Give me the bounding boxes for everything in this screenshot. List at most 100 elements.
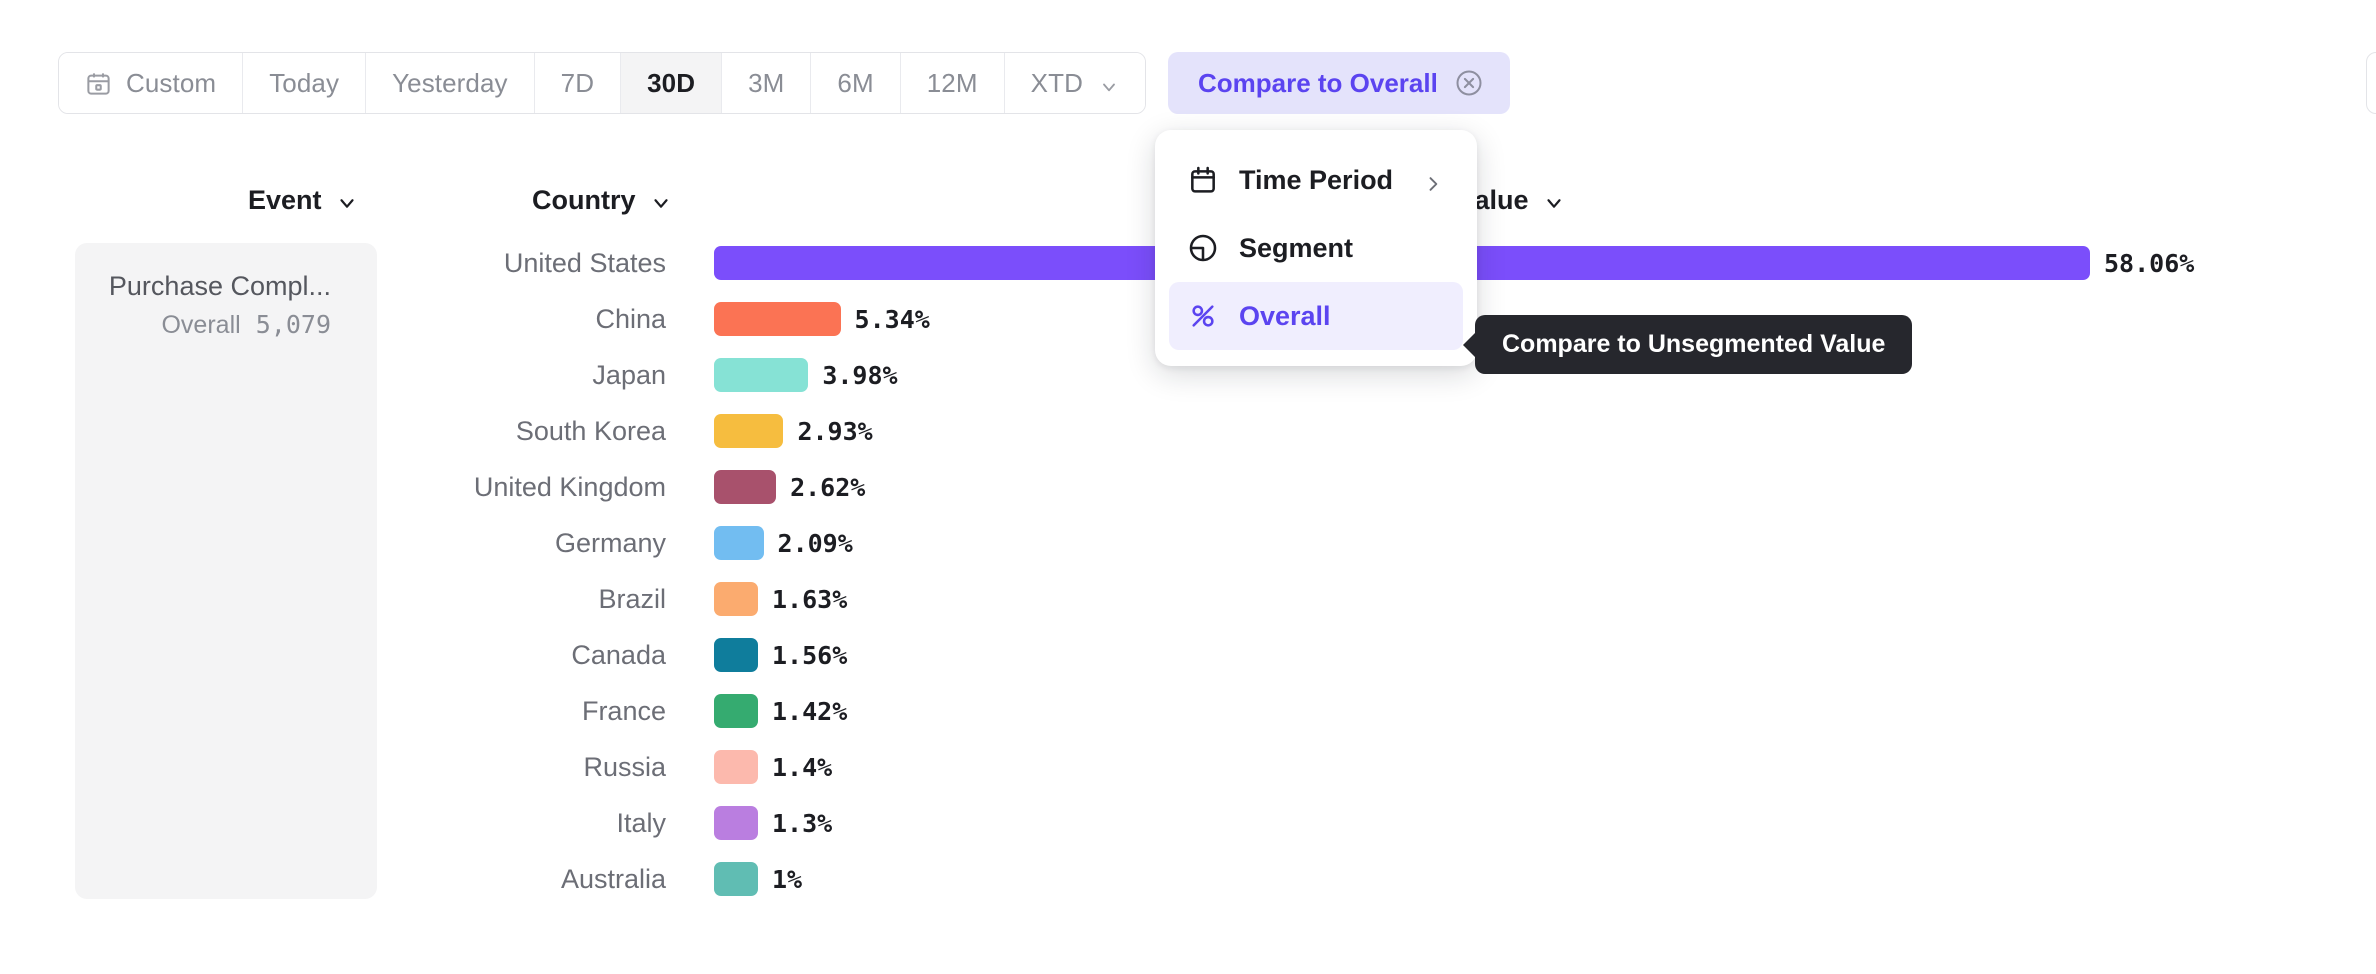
range-button-label: 6M [837,67,874,98]
column-header-label: Event [248,185,322,215]
range-button-6m[interactable]: 6M [811,53,901,113]
bar-value-label: 5.34% [854,304,930,334]
bar-value-label: 58.06% [2104,248,2195,278]
bar-value-label: 2.62% [790,472,866,502]
chevron-down-icon [1099,73,1119,93]
bar[interactable] [714,302,841,336]
event-card-overall-value: 5,079 [255,310,331,340]
menu-item-label: Segment [1239,232,1354,263]
bar-row-label: Australia [560,863,666,894]
bar-value-label: 2.93% [797,416,873,446]
range-button-xtd[interactable]: XTD [1004,53,1145,113]
bar[interactable] [714,862,758,896]
calendar-icon [1187,164,1219,196]
bar-row-label: Brazil [598,583,666,614]
event-card[interactable]: Purchase Compl... Overall 5,079 [75,243,377,899]
bar-wrapper: 2.93% [714,414,873,448]
event-card-overall-label: Overall [161,311,241,340]
range-button-yesterday[interactable]: Yesterday [366,53,535,113]
date-range-toolbar: Custom Today Yesterday 7D 30D 3M 6M 12M [58,52,1510,114]
tooltip-compare-unsegmented: Compare to Unsegmented Value [1475,315,1913,374]
chevron-right-icon [1423,170,1443,191]
bar-wrapper: 1.3% [714,806,832,840]
bar-row[interactable]: China 5.34% [0,291,2376,347]
bar[interactable] [714,750,758,784]
bar-row[interactable]: Italy 1.3% [0,795,2376,851]
bar-wrapper: 2.62% [714,470,865,504]
range-button-label: XTD [1030,67,1083,98]
bar[interactable] [714,358,809,392]
bar-value-label: 3.98% [822,360,898,390]
bar[interactable] [714,526,764,560]
range-button-label: Today [269,67,340,98]
bar-value-label: 1.4% [772,752,833,782]
event-card-title: Purchase Compl... [108,271,331,301]
bar-wrapper: 1% [714,862,802,896]
bar-row[interactable]: South Korea 2.93% [0,403,2376,459]
column-header-event[interactable]: Event [248,185,358,216]
column-header-country[interactable]: Country [532,185,672,216]
chevron-down-icon [336,190,358,212]
tooltip-text: Compare to Unsegmented Value [1502,330,1886,358]
bar-wrapper: 1.56% [714,638,847,672]
bar-value-label: 1.56% [772,640,848,670]
range-button-custom[interactable]: Custom [59,53,244,113]
bar-row-label: Italy [616,807,666,838]
column-header-label: Country [532,185,636,215]
bar-value-label: 2.09% [777,528,853,558]
bar-wrapper: 3.98% [714,358,898,392]
x-circle-icon[interactable] [1454,68,1484,98]
range-button-label: Custom [126,67,217,98]
compare-pill-label: Compare to Overall [1197,67,1438,98]
bar[interactable] [714,806,758,840]
range-button-today[interactable]: Today [243,53,367,113]
bar[interactable] [714,582,758,616]
menu-item-overall[interactable]: Overall [1169,282,1463,350]
range-button-30d[interactable]: 30D [621,53,723,113]
bar[interactable] [714,470,777,504]
menu-item-time-period[interactable]: Time Period [1169,146,1463,214]
range-button-label: 3M [748,67,785,98]
range-button-label: 7D [560,67,595,98]
bar-value-label: 1.3% [772,808,833,838]
compare-dropdown-menu: Time Period Segment [1155,130,1477,366]
range-button-label: Yesterday [392,67,508,98]
bar-row-label: United Kingdom [473,471,666,502]
bar-row[interactable]: Brazil 1.63% [0,571,2376,627]
chevron-down-icon [650,190,672,212]
bar-value-label: 1.42% [772,696,848,726]
range-button-7d[interactable]: 7D [534,53,622,113]
bar-wrapper: 1.63% [714,582,847,616]
range-button-12m[interactable]: 12M [900,53,1005,113]
bar-row[interactable]: Canada 1.56% [0,627,2376,683]
bar[interactable] [714,694,758,728]
bar-value-label: 1.63% [772,584,848,614]
range-button-3m[interactable]: 3M [722,53,812,113]
bar-row-label: Canada [571,639,666,670]
bar[interactable] [714,638,758,672]
bar-row[interactable]: Japan 3.98% [0,347,2376,403]
bar-row-label: Japan [592,359,666,390]
bar-row-label: France [581,695,666,726]
offscreen-right-button[interactable] [2366,52,2376,114]
date-range-button-group: Custom Today Yesterday 7D 30D 3M 6M 12M [58,52,1146,114]
range-button-label: 30D [647,67,696,98]
percent-icon [1187,300,1219,332]
bar-row[interactable]: Germany 2.09% [0,515,2376,571]
bar-row-label: China [595,303,666,334]
bar-row[interactable]: Russia 1.4% [0,739,2376,795]
bar[interactable] [714,414,784,448]
bar-row[interactable]: France 1.42% [0,683,2376,739]
bar-row-label: Russia [583,751,666,782]
bar-row[interactable]: Australia 1% [0,851,2376,907]
range-button-label: 12M [926,67,978,98]
menu-item-segment[interactable]: Segment [1169,214,1463,282]
bar-row[interactable]: United Kingdom 2.62% [0,459,2376,515]
bar-row-label: Germany [554,527,666,558]
event-card-overall: Overall 5,079 [75,310,331,340]
bar-row-label: United States [503,247,666,278]
menu-item-label: Overall [1239,300,1331,331]
bar-wrapper: 1.4% [714,750,832,784]
compare-to-overall-pill[interactable]: Compare to Overall [1167,52,1510,114]
